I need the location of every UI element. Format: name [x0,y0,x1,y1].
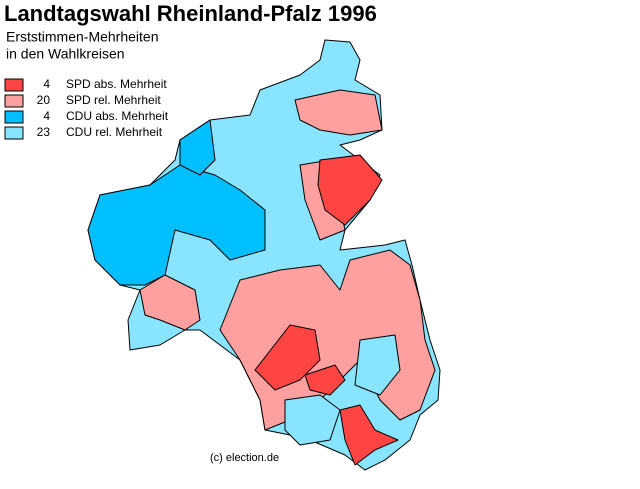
legend-label: SPD rel. Mehrheit [66,93,161,107]
district [339,404,399,466]
district [179,119,216,176]
district [284,394,341,446]
legend-count: 23 [37,125,51,139]
legend-swatch [4,94,24,108]
subtitle-line: in den Wahlkreisen [6,46,125,62]
subtitle-line: Erststimmen-Mehrheiten [6,29,159,45]
legend-count: 20 [37,93,51,107]
state-map [87,39,441,471]
legend-swatch [4,126,24,140]
legend-count: 4 [43,77,50,91]
legend-label: CDU abs. Mehrheit [66,109,169,123]
legend-label: CDU rel. Mehrheit [66,125,163,139]
district [354,334,401,396]
credit: (c) election.de [210,452,279,464]
legend-count: 4 [43,109,50,123]
map-title: Landtagswahl Rheinland-Pfalz 1996 [4,1,377,26]
legend-swatch [4,78,24,92]
district [294,89,383,136]
district [254,324,321,391]
district [317,154,383,226]
legend-swatch [4,110,24,124]
district [139,274,201,331]
district [304,364,346,396]
legend-label: SPD abs. Mehrheit [66,77,167,91]
